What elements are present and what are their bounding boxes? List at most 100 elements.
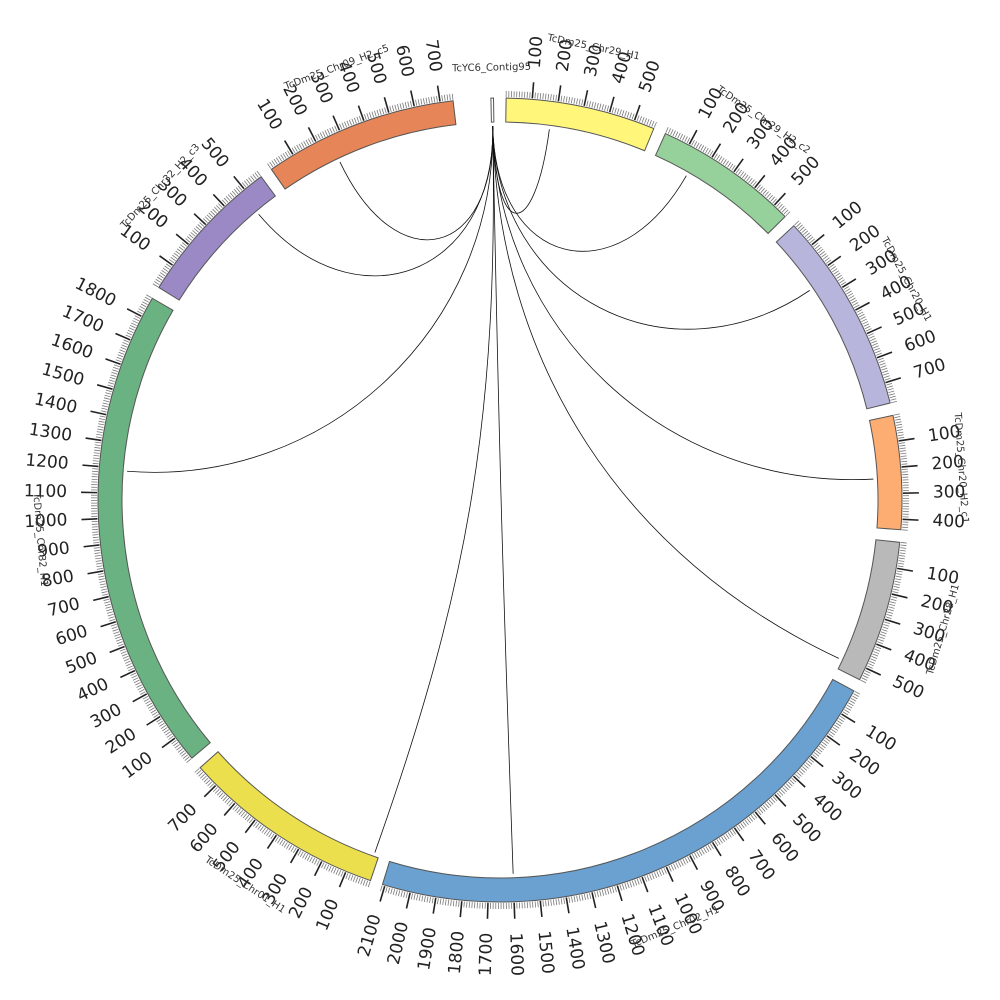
tick-minor xyxy=(768,194,773,200)
tick-minor xyxy=(439,898,442,905)
tick-minor xyxy=(851,299,858,304)
tick-major xyxy=(866,326,882,335)
tick-minor xyxy=(673,863,677,870)
tick-label: 400 xyxy=(74,674,112,706)
tick-minor xyxy=(895,575,902,578)
tick-label: 2100 xyxy=(354,912,386,959)
tick-minor xyxy=(235,187,241,193)
tick-minor xyxy=(94,447,101,449)
tick-minor xyxy=(889,603,896,607)
tick-minor xyxy=(880,631,887,635)
tick-minor xyxy=(431,897,434,904)
tick-major xyxy=(266,834,278,850)
tick-minor xyxy=(256,170,261,177)
tick-minor xyxy=(900,544,907,547)
tick-major xyxy=(733,827,745,842)
tick-minor xyxy=(116,356,123,360)
tick-label: 1500 xyxy=(533,930,557,975)
tick-minor xyxy=(884,621,890,625)
tick-minor xyxy=(95,436,102,439)
tick-minor xyxy=(820,743,826,749)
tick-minor xyxy=(839,279,845,284)
tick-minor xyxy=(319,132,324,139)
tick-minor xyxy=(897,434,904,437)
tick-minor xyxy=(128,667,134,672)
link-tcdm25-chr20-h2-c1 xyxy=(492,126,874,481)
tick-minor xyxy=(109,618,116,622)
tick-minor xyxy=(870,338,876,342)
tick-minor xyxy=(362,879,366,886)
tick-minor xyxy=(833,270,839,275)
tick-minor xyxy=(832,268,838,273)
tick-major xyxy=(841,278,857,289)
tick-label: 1800 xyxy=(445,930,469,975)
tick-minor xyxy=(413,893,416,900)
tick-minor xyxy=(99,580,106,583)
tick-minor xyxy=(893,586,900,589)
tick-minor xyxy=(253,821,258,827)
tick-minor xyxy=(839,715,846,720)
tick-minor xyxy=(897,431,904,434)
link-tcdm25-chr29-h1 xyxy=(492,126,550,214)
tick-minor xyxy=(547,900,550,907)
tick-minor xyxy=(864,670,871,674)
tick-minor xyxy=(800,768,806,773)
tick-minor xyxy=(599,890,602,897)
tick-minor xyxy=(353,117,357,124)
tick-minor xyxy=(228,801,234,807)
tick-minor xyxy=(144,296,151,301)
tick-minor xyxy=(898,557,905,560)
tick-label: 2000 xyxy=(384,920,413,967)
tick-minor xyxy=(290,846,295,852)
tick-major xyxy=(897,567,914,572)
tick-minor xyxy=(93,541,100,544)
tick-minor xyxy=(131,322,137,326)
tick-minor xyxy=(122,342,129,346)
tick-minor xyxy=(130,672,137,676)
tick-label: 700 xyxy=(911,355,948,384)
tick-major xyxy=(531,82,535,99)
tick-minor xyxy=(339,123,343,130)
tick-minor xyxy=(675,862,679,869)
tick-minor xyxy=(231,190,237,196)
tick-minor xyxy=(242,813,248,819)
tick-minor xyxy=(280,154,285,161)
tick-minor xyxy=(93,454,100,457)
tick-major xyxy=(379,885,386,902)
tick-major xyxy=(876,351,893,359)
tick-minor xyxy=(104,603,111,607)
tick-minor xyxy=(872,653,879,657)
tick-label: 1500 xyxy=(39,359,86,390)
tick-major xyxy=(161,737,176,749)
tick-minor xyxy=(862,321,869,325)
tick-minor xyxy=(98,423,105,426)
tick-minor xyxy=(891,596,898,599)
tick-minor xyxy=(95,560,102,562)
tick-minor xyxy=(384,107,387,114)
tick-major xyxy=(557,85,562,102)
tick-minor xyxy=(309,856,313,863)
tick-minor xyxy=(576,895,579,902)
tick-major xyxy=(175,233,189,245)
segments-layer xyxy=(97,97,903,903)
tick-minor xyxy=(821,741,828,746)
tick-minor xyxy=(677,132,681,139)
tick-minor xyxy=(780,788,786,794)
tick-minor xyxy=(240,811,246,817)
tick-minor xyxy=(204,216,210,222)
tick-minor xyxy=(679,133,684,140)
tick-minor xyxy=(834,724,840,729)
tick-minor xyxy=(137,310,143,315)
tick-minor xyxy=(898,560,905,562)
tick-minor xyxy=(894,583,901,586)
tick-minor xyxy=(171,739,177,745)
tick-minor xyxy=(322,131,326,138)
tick-minor xyxy=(727,162,732,168)
tick-minor xyxy=(886,385,893,388)
tick-minor xyxy=(345,873,349,879)
tick-major xyxy=(565,897,570,914)
tick-minor xyxy=(631,880,635,887)
tick-minor xyxy=(563,897,566,904)
tick-minor xyxy=(797,224,803,230)
tick-minor xyxy=(826,259,832,264)
